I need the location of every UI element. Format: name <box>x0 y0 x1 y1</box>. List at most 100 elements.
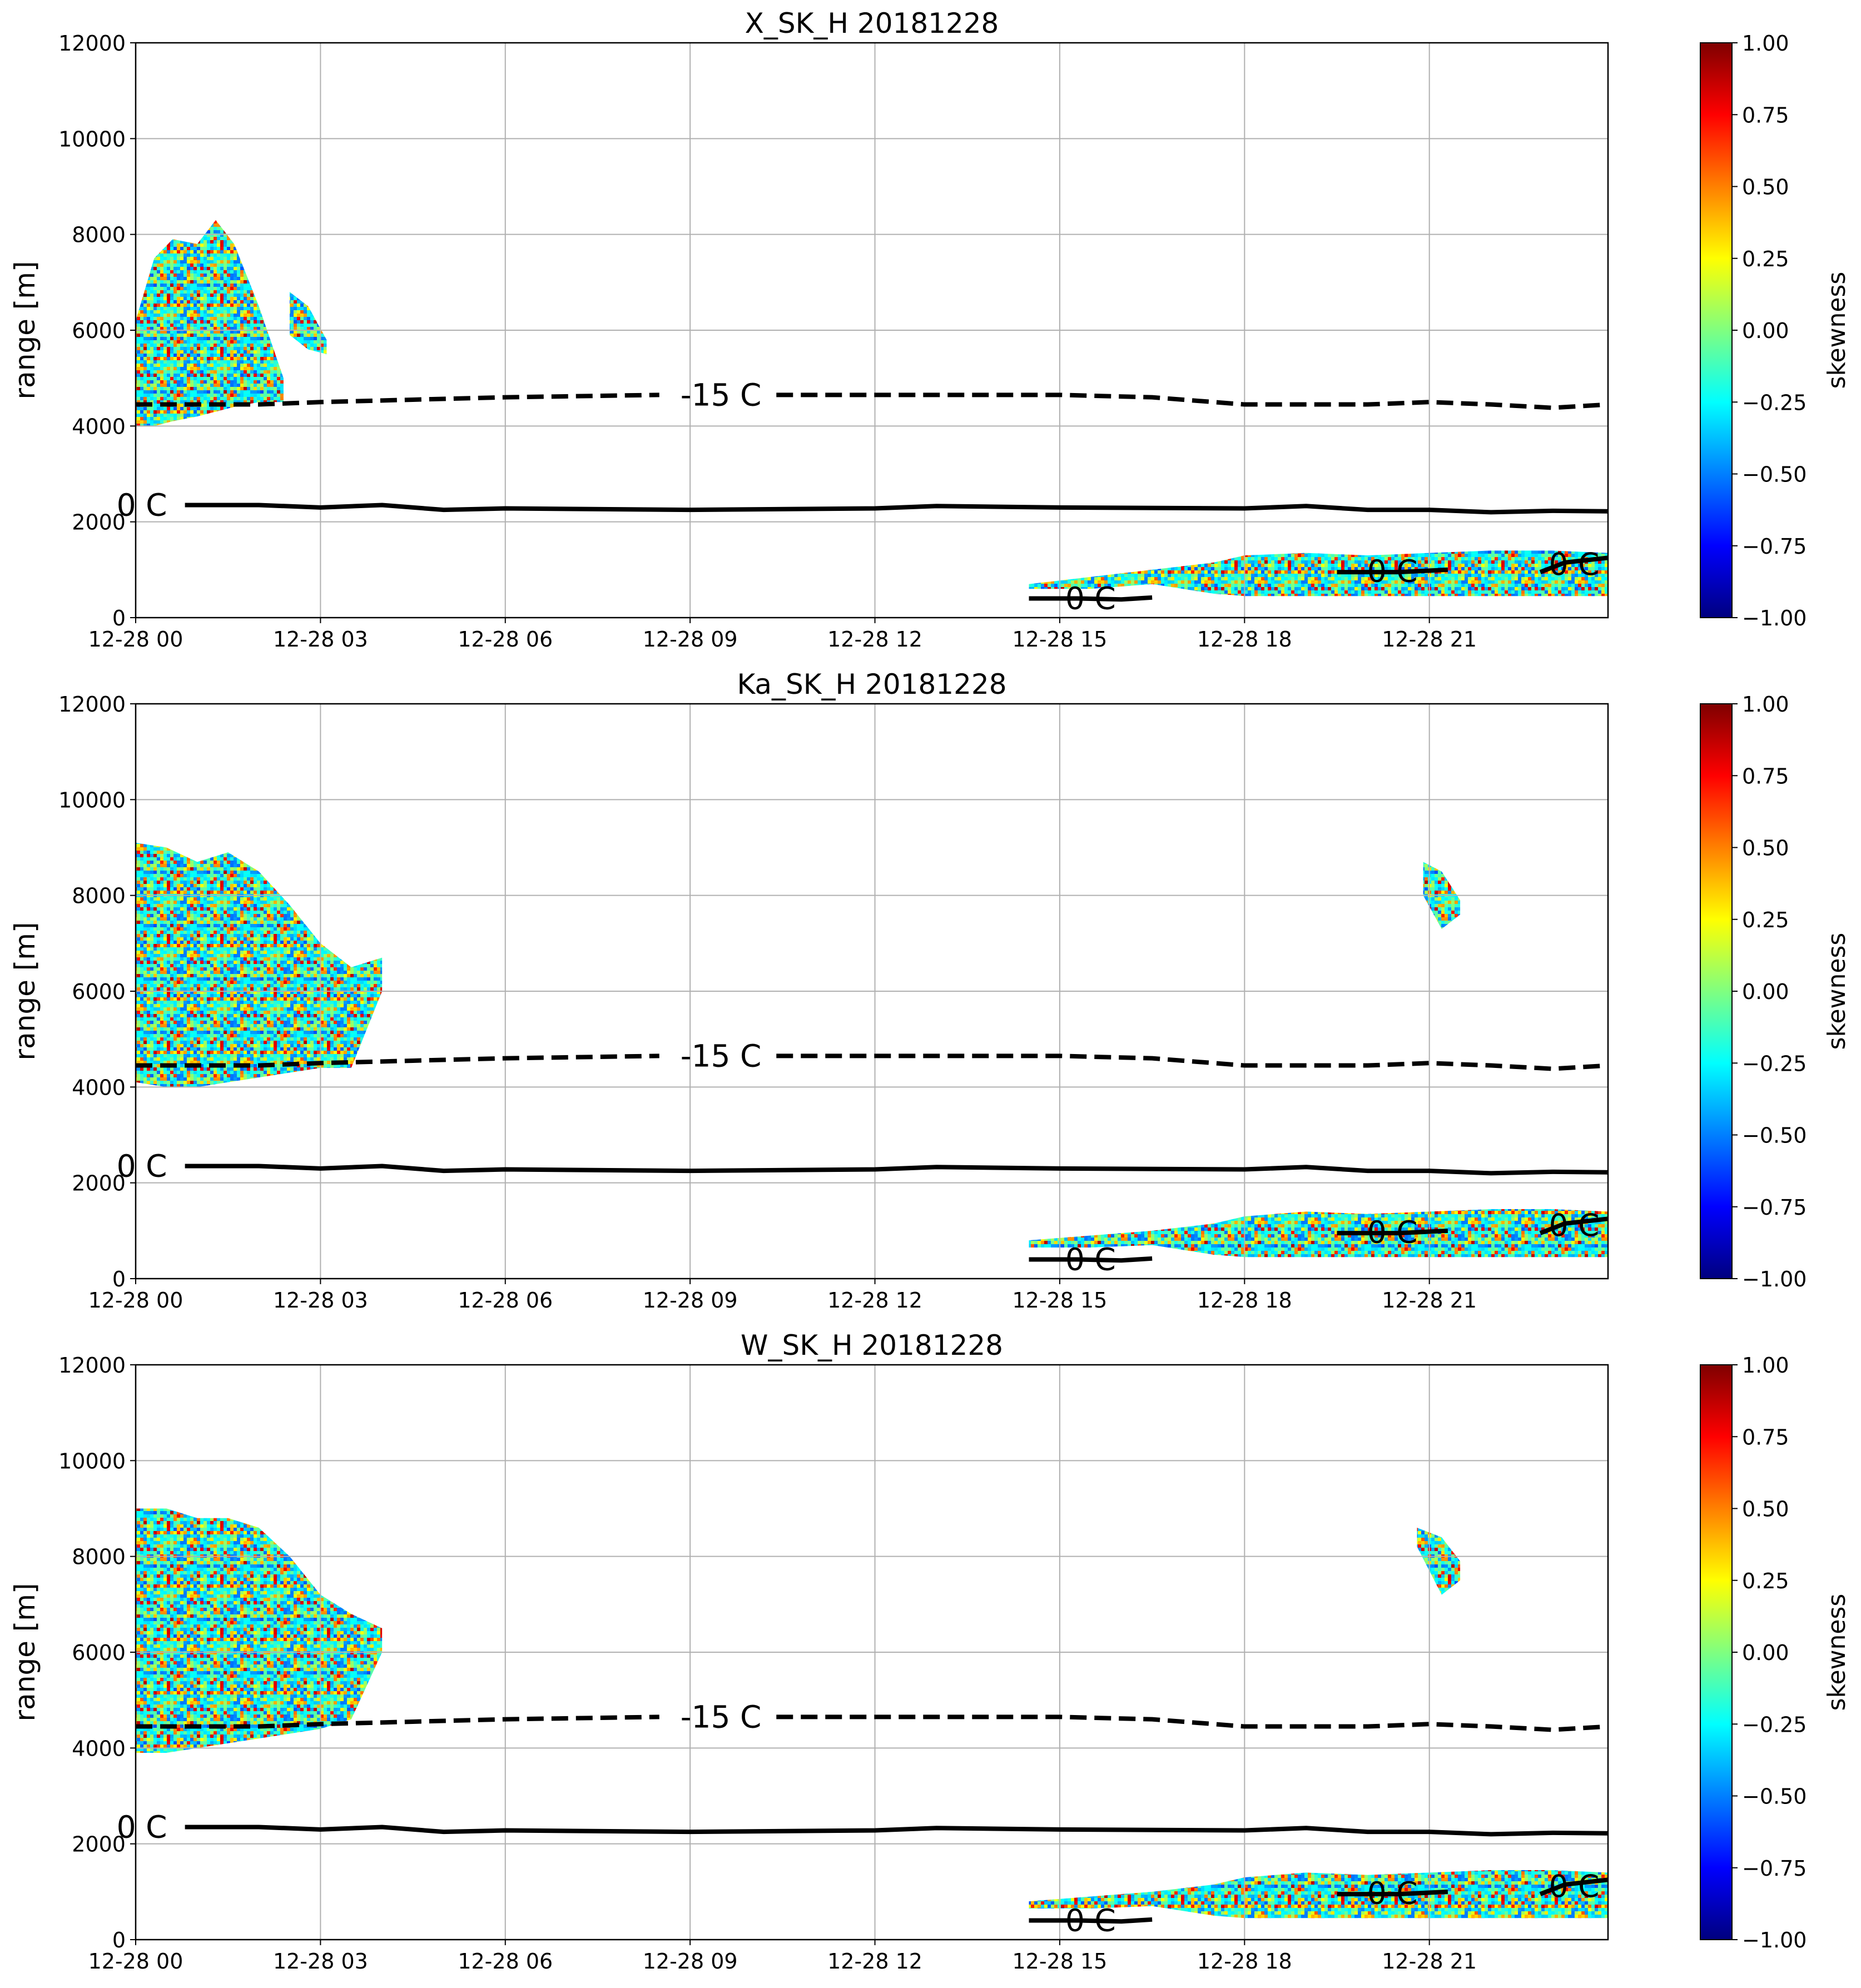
colorbar-tick-label: −1.00 <box>1742 606 1807 630</box>
x-tick-label: 12-28 12 <box>827 1288 922 1313</box>
x-tick-label: 12-28 06 <box>458 1288 553 1313</box>
chart-title: W_SK_H 20181228 <box>741 1329 1003 1361</box>
contour-label: -15 C <box>681 1038 762 1073</box>
x-tick-label: 12-28 18 <box>1197 1949 1292 1974</box>
echo-region <box>1029 1870 1608 1919</box>
contour-label: 0 C <box>117 488 167 523</box>
colorbar <box>1700 1364 1733 1940</box>
colorbar-tick-label: −1.00 <box>1742 1267 1807 1291</box>
contour-label: 0 C <box>1367 1876 1418 1911</box>
x-tick-label: 12-28 18 <box>1197 1288 1292 1313</box>
echo-region <box>289 292 327 355</box>
colorbar-tick-label: 0.00 <box>1742 1641 1789 1665</box>
colorbar-tick-label: 1.00 <box>1742 1353 1789 1378</box>
colorbar-tick-label: 0.25 <box>1742 247 1789 271</box>
y-tick-label: 2000 <box>72 1171 126 1196</box>
echo-region <box>1029 1209 1608 1258</box>
contour-label: -15 C <box>681 1699 762 1734</box>
x-tick-label: 12-28 09 <box>643 1949 738 1974</box>
x-tick-label: 12-28 12 <box>827 627 922 652</box>
contour-label: 0 C <box>117 1810 167 1845</box>
x-tick-label: 12-28 09 <box>643 1288 738 1313</box>
y-tick-label: 0 <box>112 1267 126 1291</box>
x-tick-label: 12-28 09 <box>643 627 738 652</box>
colorbar-tick-label: 0.00 <box>1742 980 1789 1004</box>
colorbar-tick-label: 0.00 <box>1742 319 1789 343</box>
contour-label: 0 C <box>1367 1215 1418 1250</box>
x-tick-label: 12-28 21 <box>1382 1288 1477 1313</box>
contour-label: 0 C <box>1065 581 1116 617</box>
x-tick-label: 12-28 00 <box>88 627 183 652</box>
contour-line <box>1029 1917 1153 1924</box>
colorbar-label: skewness <box>1823 1594 1851 1711</box>
x-tick-label: 12-28 18 <box>1197 627 1292 652</box>
contour-label: 0 C <box>1549 1207 1600 1243</box>
contour-label: 0 C <box>1549 546 1600 582</box>
y-tick-label: 10000 <box>58 788 126 812</box>
y-tick-label: 4000 <box>72 1736 126 1761</box>
y-tick-label: 8000 <box>72 223 126 247</box>
contour-line <box>1539 1216 1608 1235</box>
colorbar-tick-label: −0.75 <box>1742 1195 1807 1220</box>
plot-area <box>136 704 1608 1279</box>
colorbar-tick-label: 0.75 <box>1742 1425 1789 1449</box>
colorbar-tick-label: −0.75 <box>1742 534 1807 559</box>
x-tick-label: 12-28 15 <box>1012 627 1107 652</box>
colorbar-tick-label: −1.00 <box>1742 1928 1807 1952</box>
echo-region <box>136 220 284 426</box>
contour-label: 0 C <box>1367 554 1418 589</box>
y-axis-label: range [m] <box>9 261 41 400</box>
colorbar-tick-label: 0.75 <box>1742 764 1789 788</box>
y-tick-label: 6000 <box>72 1641 126 1665</box>
colorbar-tick-label: 0.75 <box>1742 103 1789 127</box>
y-axis-label: range [m] <box>9 922 41 1061</box>
y-tick-label: 10000 <box>58 1449 126 1473</box>
y-tick-label: 4000 <box>72 1075 126 1100</box>
contour-line <box>1029 595 1153 602</box>
contour-label: 0 C <box>117 1149 167 1184</box>
contour-label: -15 C <box>681 377 762 412</box>
x-tick-label: 12-28 15 <box>1012 1288 1107 1313</box>
y-tick-label: 12000 <box>58 1353 126 1378</box>
colorbar-tick-label: 0.25 <box>1742 908 1789 932</box>
contour-line <box>1029 1256 1153 1263</box>
y-tick-label: 4000 <box>72 414 126 439</box>
contour-line <box>136 1053 1608 1071</box>
contour-label: 0 C <box>1549 1868 1600 1904</box>
y-tick-label: 8000 <box>72 884 126 908</box>
colorbar-tick-label: 0.50 <box>1742 836 1789 861</box>
y-tick-label: 12000 <box>58 31 126 56</box>
y-axis-label: range [m] <box>9 1583 41 1722</box>
colorbar-tick-label: 1.00 <box>1742 31 1789 56</box>
contour-line <box>1337 1228 1448 1236</box>
colorbar-tick-label: 1.00 <box>1742 692 1789 717</box>
colorbar-tick-label: −0.25 <box>1742 1712 1807 1737</box>
x-tick-label: 12-28 00 <box>88 1949 183 1974</box>
x-tick-label: 12-28 03 <box>273 1288 368 1313</box>
contour-line <box>185 503 1608 515</box>
y-tick-label: 6000 <box>72 980 126 1004</box>
x-tick-label: 12-28 03 <box>273 1949 368 1974</box>
y-tick-label: 0 <box>112 606 126 630</box>
y-tick-label: 2000 <box>72 1832 126 1857</box>
colorbar-tick-label: 0.25 <box>1742 1569 1789 1593</box>
colorbar-tick-label: −0.50 <box>1742 463 1807 487</box>
echo-region <box>1417 1527 1461 1595</box>
x-tick-label: 12-28 06 <box>458 627 553 652</box>
colorbar-tick-label: −0.75 <box>1742 1856 1807 1881</box>
y-tick-label: 6000 <box>72 319 126 343</box>
x-tick-label: 12-28 15 <box>1012 1949 1107 1974</box>
plot-area <box>136 43 1608 618</box>
colorbar-tick-label: 0.50 <box>1742 1497 1789 1522</box>
y-tick-label: 0 <box>112 1928 126 1952</box>
contour-line <box>1539 555 1608 574</box>
contour-line <box>185 1164 1608 1176</box>
y-tick-label: 12000 <box>58 692 126 717</box>
contour-line <box>1337 1889 1448 1897</box>
colorbar-label: skewness <box>1823 272 1851 389</box>
colorbar-tick-label: −0.50 <box>1742 1785 1807 1809</box>
colorbar-tick-label: 0.50 <box>1742 175 1789 200</box>
colorbar <box>1700 42 1733 618</box>
contour-label: 0 C <box>1065 1903 1116 1939</box>
